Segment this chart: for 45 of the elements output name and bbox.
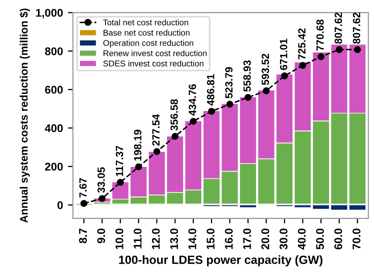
y-tick-label: 400 [44,124,63,132]
legend-label: Operation cost reduction [103,40,194,48]
legend-label: Renew invest cost reduction [104,50,207,56]
data-label: 33.05 [98,167,105,193]
data-label: 486.81 [206,74,214,106]
x-tick-label: 50.0 [316,228,324,250]
x-tick-label: 14.0 [188,228,196,250]
x-tick-label: 20.0 [261,228,270,250]
data-label: 356.58 [170,99,178,131]
x-tick-label: 15.0 [206,228,215,250]
data-label: 807.62 [352,12,360,44]
x-tick-label: 11.0 [134,228,142,248]
data-label: 558.93 [243,60,251,92]
data-label: 198.19 [134,130,142,161]
x-axis-title: 100-hour LDES power capacity (GW) [119,255,322,266]
legend-label: SDES invest cost reduction [103,60,204,66]
x-tick-label: 12.0 [152,228,160,250]
data-label: 277.54 [152,114,160,146]
legend-label: Total net cost reduction [103,19,188,26]
data-label: 117.37 [116,146,124,176]
x-tick-label: 40.0 [298,228,306,250]
x-tick-label: 60.0 [334,228,342,250]
data-label: 671.01 [280,38,288,70]
x-tick-label: 17.0 [243,228,251,250]
data-label: 725.42 [298,28,306,60]
x-tick-label: 70.0 [352,228,360,250]
y-tick-label: 0 [57,201,63,210]
x-tick-label: 8.7 [78,228,87,244]
y-tick-label: 800 [45,47,63,56]
legend-label: Base net cost reduction [104,30,190,36]
y-tick-label: 200 [45,162,63,171]
data-label: 523.79 [225,67,233,98]
x-tick-label: 30.0 [280,228,288,250]
x-tick-label: 10.0 [115,228,124,250]
y-tick-label: 600 [45,86,63,94]
y-axis-title: Annual system costs reduction (million $) [20,8,30,223]
y-tick-label: 1,000 [36,8,63,18]
data-label: 807.62 [334,12,342,44]
data-label: 770.68 [316,20,324,51]
data-label: 7.67 [79,178,87,198]
data-label: 434.76 [188,84,196,116]
x-tick-label: 13.0 [170,228,178,250]
data-label: 593.52 [262,54,270,85]
x-tick-label: 16.0 [224,228,233,250]
x-tick-label: 9.0 [97,228,106,244]
